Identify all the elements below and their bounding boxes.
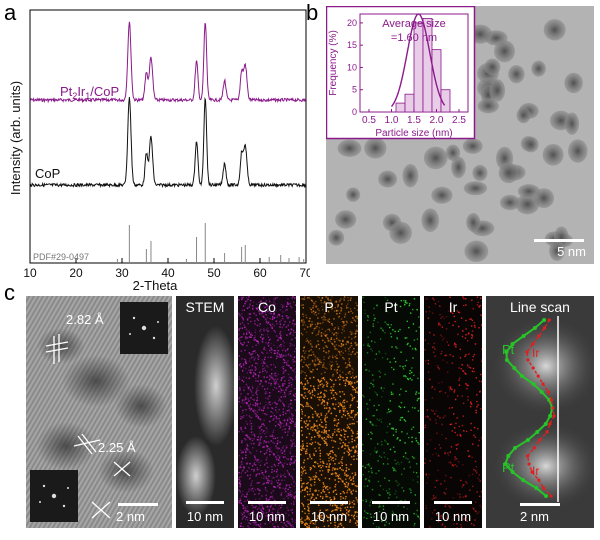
line-scan-ir-label-1: Ir (532, 346, 540, 360)
line-scan-scale-label: 2 nm (520, 509, 549, 524)
xrd-frame (29, 9, 307, 264)
histogram-y-tick-label: 5 (352, 85, 357, 95)
x-tick-label: 40 (161, 266, 175, 280)
map-tile-pt: Pt 10 nm (362, 296, 420, 528)
tile-scale-bar-stem (186, 501, 224, 504)
tile-scale-bar-p (310, 501, 348, 504)
tile-scale-bar-co (248, 501, 286, 504)
hrtem-scale-bar (118, 503, 158, 506)
histogram-x-tick-label: 0.5 (362, 115, 376, 126)
line-scan-pt-label-1: Pt (502, 342, 515, 357)
tile-scale-bar-ir (434, 501, 472, 504)
line-scan-pt-label-2: Pt (502, 460, 515, 475)
tile-scale-stem: 10 nm (186, 509, 224, 524)
histogram-bar (440, 89, 451, 113)
map-tile-stem: STEM 10 nm (176, 296, 234, 528)
line-scan-plot (491, 316, 594, 511)
d-spacing-2: 2.25 Å (98, 440, 136, 455)
tile-scale-ir: 10 nm (434, 509, 472, 524)
tile-label-pt: Pt (384, 299, 398, 315)
histogram-y-tick-label: 15 (347, 40, 357, 50)
tem-particles (328, 19, 588, 263)
size-histogram-inset: 0.5 1.0 1.5 2.0 2.5 0 5 10 15 20 Average size =1.… (326, 6, 476, 140)
histogram-y-tick-label: 0 (352, 107, 357, 117)
xrd-trace-pt-ir-cop (29, 21, 307, 104)
histogram-x-tick-label: 1.5 (407, 115, 421, 126)
gaussian-fit (390, 13, 446, 107)
xrd-trace-cop (29, 96, 307, 189)
tile-label-ir: Ir (448, 299, 458, 315)
tile-scale-p: 10 nm (310, 509, 348, 524)
histogram-ticks: 0.5 1.0 1.5 2.0 2.5 0 5 10 15 20 (347, 18, 466, 126)
xrd-x-ticks: 10 20 30 40 50 60 70 (23, 258, 310, 280)
xrd-chart: 10 20 30 40 50 60 70 Pt2Ir1/CoP CoP PDF#29-049… (8, 9, 310, 293)
series-label-reference: PDF#29-0497 (33, 252, 89, 262)
histogram-x-tick-label: 2.0 (430, 115, 444, 126)
series-label-cop: CoP (35, 166, 60, 181)
histogram-y-tick-label: 20 (347, 18, 357, 28)
tile-label-p: P (324, 299, 334, 315)
histogram-bar (395, 102, 406, 113)
panel-label-c: c (4, 280, 15, 305)
tem-scale-bar (534, 239, 584, 242)
tile-label-co: Co (258, 299, 276, 315)
x-tick-label: 30 (115, 266, 129, 280)
xrd-reference-sticks (116, 223, 305, 263)
tile-scale-pt: 10 nm (372, 509, 410, 524)
histogram-y-tick-label: 10 (347, 62, 357, 72)
tem-scale-label: 5 nm (557, 244, 586, 259)
histogram-xlabel: Particle size (nm) (375, 128, 452, 139)
map-tile-ir: Ir 10 nm (424, 296, 482, 528)
hrtem-texture (26, 296, 172, 528)
x-axis-label: 2-Theta (133, 278, 179, 293)
panel-label-a: a (4, 0, 17, 25)
map-tile-co: Co 10 nm (238, 296, 296, 528)
line-scan-ir-label-2: Ir (532, 464, 540, 478)
tile-label-stem: STEM (185, 299, 225, 315)
histogram-x-tick-label: 2.5 (452, 115, 466, 126)
histogram-x-tick-label: 1.0 (385, 115, 399, 126)
line-scan-scale-bar (520, 503, 560, 506)
line-scan-title: Line scan (510, 299, 570, 315)
avg-size-value: =1.60 nm (391, 32, 437, 44)
panel-label-b: b (306, 0, 319, 25)
map-tile-p: P 10 nm (300, 296, 358, 528)
x-tick-label: 60 (253, 266, 267, 280)
x-tick-label: 10 (23, 266, 37, 280)
avg-size-title: Average size (382, 18, 445, 30)
histogram-ylabel: Frequency (%) (328, 30, 339, 96)
inset-frame (326, 6, 476, 140)
y-axis-label: Intensity (arb. units) (8, 81, 23, 195)
hrtem-scale-label: 2 nm (116, 509, 145, 524)
histogram-bar (404, 93, 415, 113)
series-label-pt-ir-cop: Pt2Ir1/CoP (60, 84, 119, 101)
x-tick-label: 20 (69, 266, 83, 280)
line-scan-image: Line scan Pt Ir Pt Ir 2 nm (486, 296, 594, 528)
histogram-bar (431, 49, 442, 113)
x-tick-label: 70 (299, 266, 310, 280)
tile-scale-co: 10 nm (248, 509, 286, 524)
x-tick-label: 50 (207, 266, 221, 280)
tile-scale-bar-pt (372, 501, 410, 504)
d-spacing-1: 2.82 Å (66, 312, 104, 327)
hrtem-image: 2.82 Å 2.25 Å 2 nm (26, 296, 172, 528)
